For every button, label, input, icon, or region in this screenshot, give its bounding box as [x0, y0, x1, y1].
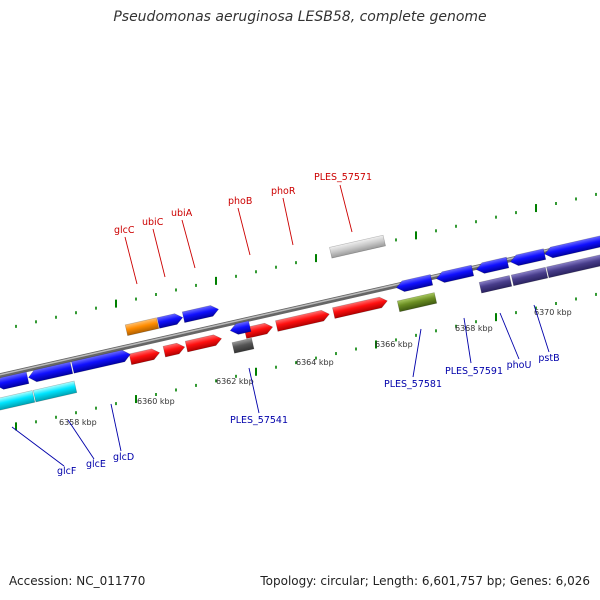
- leader-line-glcD: [110, 403, 122, 452]
- gene-PLES_57571-arrow: [329, 234, 386, 259]
- gene-label-glcF: glcF: [57, 466, 76, 477]
- leader-line-ubiA: [181, 219, 196, 269]
- gene-label-PLES_57581: PLES_57581: [384, 379, 442, 390]
- genome-backbone: [0, 236, 600, 379]
- gene-glcE-arrow: [28, 361, 74, 383]
- leader-line-pstB: [533, 304, 550, 353]
- gene-phoU-outer-arrow: [478, 275, 513, 294]
- leader-line-PLES_57581: [412, 328, 422, 378]
- scale-tick-label: 6360 kbp: [137, 397, 175, 406]
- scale-tick-label: 6364 kbp: [296, 358, 334, 367]
- gene-PLES_57591-inner-arrow: [435, 264, 475, 283]
- leader-line-PLES_57591: [463, 317, 472, 364]
- gene-PLES_57581-arrow: [396, 292, 438, 313]
- gene-label-glcC: glcC: [114, 225, 135, 236]
- gene-label-glcD: glcD: [113, 452, 134, 463]
- scale-tick-label: 6358 kbp: [59, 418, 97, 427]
- gene-label-glcE: glcE: [86, 459, 106, 470]
- gene-label-PLES_57571: PLES_57571: [314, 172, 372, 183]
- map-title: Pseudomonas aeruginosa LESB58, complete …: [113, 9, 487, 25]
- leader-line-glcF: [11, 426, 65, 467]
- gene-label-pstB: pstB: [538, 353, 559, 364]
- gene-label-phoB: phoB: [228, 196, 252, 207]
- gene-glcC-inner-arrow: [128, 348, 161, 366]
- scale-tick-label: 6366 kbp: [375, 340, 413, 349]
- gene-ubiA-arrow: [181, 305, 220, 323]
- gene-pstB-inner-arrow: [509, 248, 547, 267]
- gene-ubiA-inner-arrow: [184, 334, 223, 353]
- gene-glcD-arrow: [71, 349, 131, 374]
- label-leaders: [11, 184, 550, 467]
- leader-line-phoU: [499, 312, 520, 360]
- gene-label-phoU: phoU: [507, 360, 532, 371]
- gene-label-ubiC: ubiC: [142, 217, 164, 228]
- scale-tick-label: 6370 kbp: [534, 308, 572, 317]
- leader-line-PLES_57571: [339, 184, 353, 233]
- gene-label-PLES_57541: PLES_57541: [230, 415, 288, 426]
- accession-text: Accession: NC_011770: [9, 574, 146, 588]
- leader-line-phoB: [237, 207, 251, 256]
- gene-label-ubiA: ubiA: [171, 208, 193, 219]
- gene-PLES_57571-inner-arrow: [332, 296, 388, 319]
- gene-glcF-arrow: [0, 371, 30, 390]
- leader-line-PLES_57541: [248, 367, 260, 414]
- gene-label-PLES_57591: PLES_57591: [445, 366, 503, 377]
- gene-PLES_57541-inner-arrow: [229, 320, 252, 335]
- leader-line-glcC: [124, 236, 138, 285]
- gene-glcE-outer-arrow: [32, 380, 78, 403]
- gene-label-phoR: phoR: [271, 186, 296, 197]
- leader-line-ubiC: [152, 228, 166, 278]
- gene-glcF-outer-arrow: [0, 390, 36, 412]
- leader-line-phoR: [282, 197, 294, 246]
- leader-line-glcE: [67, 419, 95, 460]
- gene-ubiC-arrow: [156, 313, 184, 329]
- gene-features: [0, 234, 600, 412]
- gene-phoU-inner-arrow: [475, 256, 510, 274]
- gene-pstA-outer-arrow: [546, 253, 600, 279]
- scale-tick-label: 6362 kbp: [216, 377, 254, 386]
- gene-phoB-arrow: [243, 322, 274, 339]
- gene-phoR-arrow: [275, 309, 330, 332]
- gene-pstB-outer-arrow: [510, 266, 549, 287]
- scale-labels: 6358 kbp 6360 kbp 6362 kbp 6364 kbp 6366 kbp…: [59, 308, 572, 427]
- tick-marks: [15, 192, 597, 431]
- topology-text: Topology: circular; Length: 6,601,757 bp…: [260, 574, 590, 588]
- gene-pstA-inner-arrow: [544, 234, 600, 259]
- gene-ubiC-inner-arrow: [162, 342, 186, 358]
- gene-PLES_57581-inner-arrow: [395, 274, 434, 292]
- gene-labels: glcC ubiC ubiA phoB phoR PLES_57571 glcF glcE gl…: [57, 172, 560, 477]
- gene-glcC-arrow: [124, 317, 160, 336]
- gene-PLES_57541-arrow: [231, 337, 255, 354]
- scale-tick-label: 6368 kbp: [455, 324, 493, 333]
